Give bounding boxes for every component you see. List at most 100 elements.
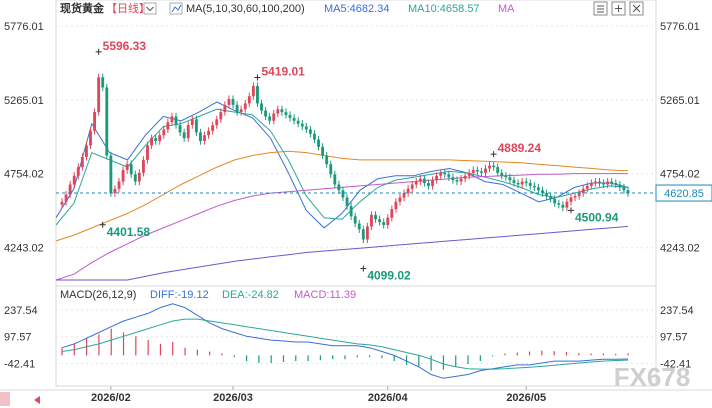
price-tick-right: 4754.02 xyxy=(660,169,700,181)
date-label: 2026/04 xyxy=(368,392,409,404)
date-label: 2026/05 xyxy=(506,392,546,404)
candle-body xyxy=(431,180,434,186)
period-dropdown-icon[interactable] xyxy=(143,2,157,15)
candle-body xyxy=(370,214,373,227)
ma5-value: MA5:4682.34 xyxy=(324,3,389,15)
candle-body xyxy=(105,87,109,156)
candle-body xyxy=(443,172,447,175)
add-panel-icon[interactable] xyxy=(611,1,626,16)
candle-body xyxy=(80,156,84,168)
candle-body xyxy=(414,181,418,185)
candle-body xyxy=(68,184,72,195)
candle-body xyxy=(365,226,369,240)
date-label: 2026/03 xyxy=(213,392,253,404)
chart-header: 现货黄金 【日线】 MA(5,10,30,60,100,200) MA5:468… xyxy=(60,1,515,15)
candle-body xyxy=(162,129,166,136)
candle-body xyxy=(296,120,300,124)
ma-indicator-icon[interactable] xyxy=(169,2,183,15)
candle-body xyxy=(520,181,524,185)
settings-icon[interactable] xyxy=(593,1,608,16)
current-price-tag: 4620.85 xyxy=(655,184,712,202)
candle-body xyxy=(541,190,544,194)
candle-body xyxy=(251,86,255,97)
ma-settings-label: MA(5,10,30,60,100,200) xyxy=(186,3,305,15)
candle-body xyxy=(276,109,280,114)
candle-body xyxy=(239,109,243,113)
candle-body xyxy=(60,201,64,205)
candle-body xyxy=(93,112,97,131)
candle-body xyxy=(272,113,276,121)
macd-tick-right: 97.57 xyxy=(660,332,688,344)
candle-body xyxy=(142,159,145,173)
candle-body xyxy=(268,116,272,121)
candle-body xyxy=(382,222,386,225)
candle-body xyxy=(435,175,439,181)
candle-body xyxy=(386,217,390,225)
macd-settings-label: MACD(26,12,9) xyxy=(60,289,136,301)
candle-body xyxy=(496,167,500,173)
candle-body xyxy=(146,145,149,160)
candle-body xyxy=(589,183,593,186)
candle-body xyxy=(463,175,467,179)
candle-body xyxy=(512,180,516,184)
instrument-title: 现货黄金 xyxy=(60,1,105,15)
price-axis: 5776.01 5776.01 5265.01 5265.01 4754.02 4754.… xyxy=(4,21,700,255)
candle-body xyxy=(211,125,215,131)
candle-body xyxy=(231,99,235,105)
annotation-label: 4889.24 xyxy=(498,141,542,155)
candle-body xyxy=(64,194,68,202)
date-axis: 2026/02 2026/03 2026/04 2026/05 xyxy=(91,386,546,404)
candle-body xyxy=(85,145,88,157)
candle-body xyxy=(536,187,540,191)
candle-body xyxy=(504,175,508,178)
candle-body xyxy=(610,181,614,184)
mini-marker xyxy=(0,392,10,406)
candle-body xyxy=(422,178,426,184)
ma30-line xyxy=(55,150,629,242)
candle-body xyxy=(304,126,308,130)
annotation-label: 4500.94 xyxy=(575,210,619,224)
period-label[interactable]: 【日线】 xyxy=(106,1,150,15)
candle-body xyxy=(569,197,573,202)
candle-body xyxy=(227,99,231,105)
candle-body xyxy=(199,132,202,142)
candle-body xyxy=(467,172,471,176)
candle-body xyxy=(593,181,597,184)
candle-body xyxy=(484,168,487,173)
candle-body xyxy=(72,175,76,185)
candle-body xyxy=(532,185,536,188)
candle-body xyxy=(256,86,259,104)
candle-body xyxy=(207,130,211,136)
candle-body xyxy=(243,103,247,110)
candle-body xyxy=(357,223,361,230)
close-icon[interactable] xyxy=(629,1,644,16)
candle-body xyxy=(427,183,430,186)
candle-body xyxy=(235,104,239,113)
candle-body xyxy=(345,197,349,207)
left-arrow-icon[interactable] xyxy=(34,396,40,404)
candle-body xyxy=(459,178,463,182)
ma10-value: MA10:4658.57 xyxy=(408,3,480,15)
candle-body xyxy=(349,206,353,217)
candle-body xyxy=(361,229,365,240)
candle-body xyxy=(101,77,105,88)
macd-diff-line xyxy=(61,303,629,379)
candle-body xyxy=(308,129,312,134)
candle-body xyxy=(447,174,451,178)
candle-body xyxy=(577,193,581,197)
candle-body xyxy=(133,174,137,182)
candle-body xyxy=(545,193,548,197)
macd-tick-left: 97.57 xyxy=(4,332,32,344)
candle-body xyxy=(117,181,121,189)
price-tick-left: 5776.01 xyxy=(4,21,44,33)
ma-lines xyxy=(55,101,629,281)
candle-body xyxy=(300,123,304,127)
annotation-label: 5419.01 xyxy=(261,64,305,78)
price-tick-left: 4243.02 xyxy=(4,243,44,255)
candle-body xyxy=(606,181,610,185)
candle-body xyxy=(215,119,219,126)
macd-tick-right: 237.54 xyxy=(660,305,694,317)
macd-dea-line xyxy=(61,318,629,370)
candle-body xyxy=(313,133,316,140)
